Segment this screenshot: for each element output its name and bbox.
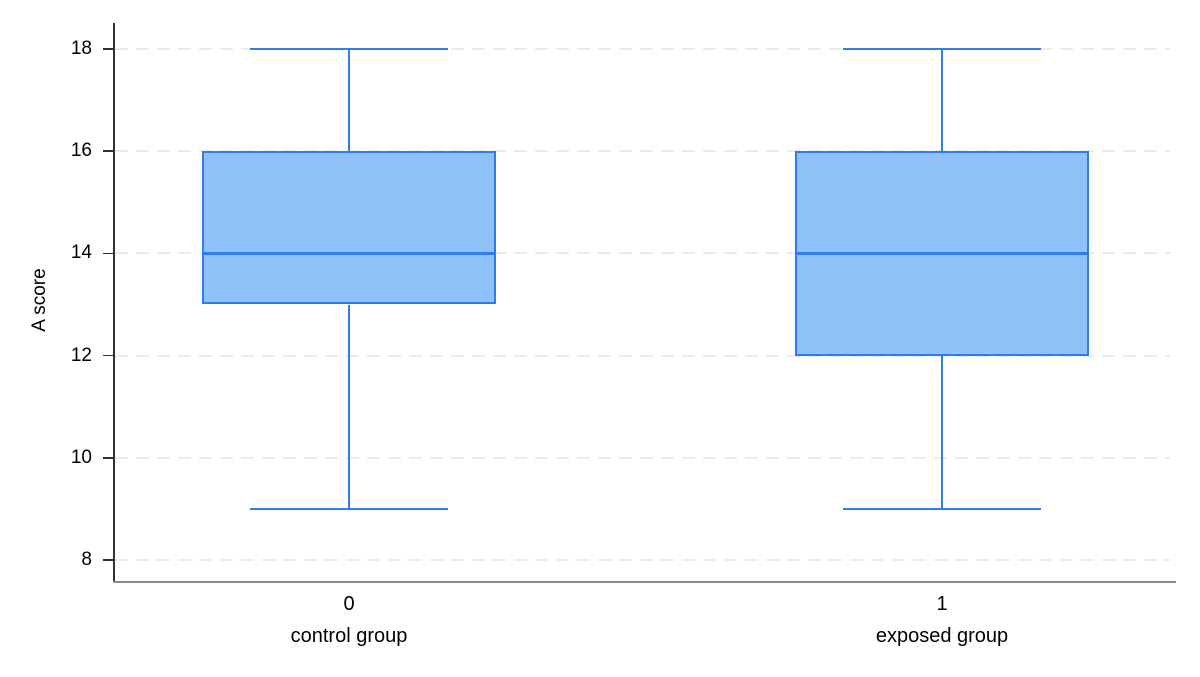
median-line-control-group <box>202 252 496 255</box>
whisker-upper-control-group <box>348 49 350 152</box>
gridline <box>115 48 1170 50</box>
y-tick <box>103 252 115 255</box>
y-axis-title: A score <box>29 268 50 332</box>
y-tick <box>103 354 115 357</box>
whisker-upper-exposed-group <box>941 49 943 152</box>
y-tick <box>103 48 115 50</box>
y-tick <box>103 457 115 459</box>
y-tick-label: 10 <box>70 446 92 468</box>
whisker-lower-control-group <box>348 304 350 509</box>
whisker-cap-upper-control-group <box>250 48 448 50</box>
y-tick-label: 12 <box>70 344 92 366</box>
whisker-lower-exposed-group <box>941 355 943 509</box>
x-value-label-control-group: 0 <box>343 593 355 615</box>
gridline <box>115 559 1170 561</box>
x-group-label-exposed-group: exposed group <box>875 625 1009 647</box>
box-control-group <box>202 151 496 305</box>
y-tick-label: 8 <box>81 549 92 570</box>
y-tick-label: 18 <box>70 38 92 59</box>
whisker-cap-lower-control-group <box>250 507 448 510</box>
y-tick <box>103 559 115 561</box>
x-group-label-control-group: control group <box>290 625 408 647</box>
whisker-cap-upper-exposed-group <box>843 48 1041 50</box>
y-tick-label: 14 <box>70 242 92 264</box>
gridline <box>115 456 1170 459</box>
x-value-label-exposed-group: 1 <box>936 593 948 615</box>
gridline <box>115 150 1170 153</box>
y-axis-line <box>113 23 115 581</box>
gridline <box>115 354 1170 357</box>
y-tick <box>103 150 115 152</box>
y-tick-label: 16 <box>70 140 92 162</box>
median-line-exposed-group <box>795 252 1089 255</box>
whisker-cap-lower-exposed-group <box>843 507 1041 510</box>
gridline <box>115 252 1170 255</box>
x-axis-line <box>113 581 1176 584</box>
